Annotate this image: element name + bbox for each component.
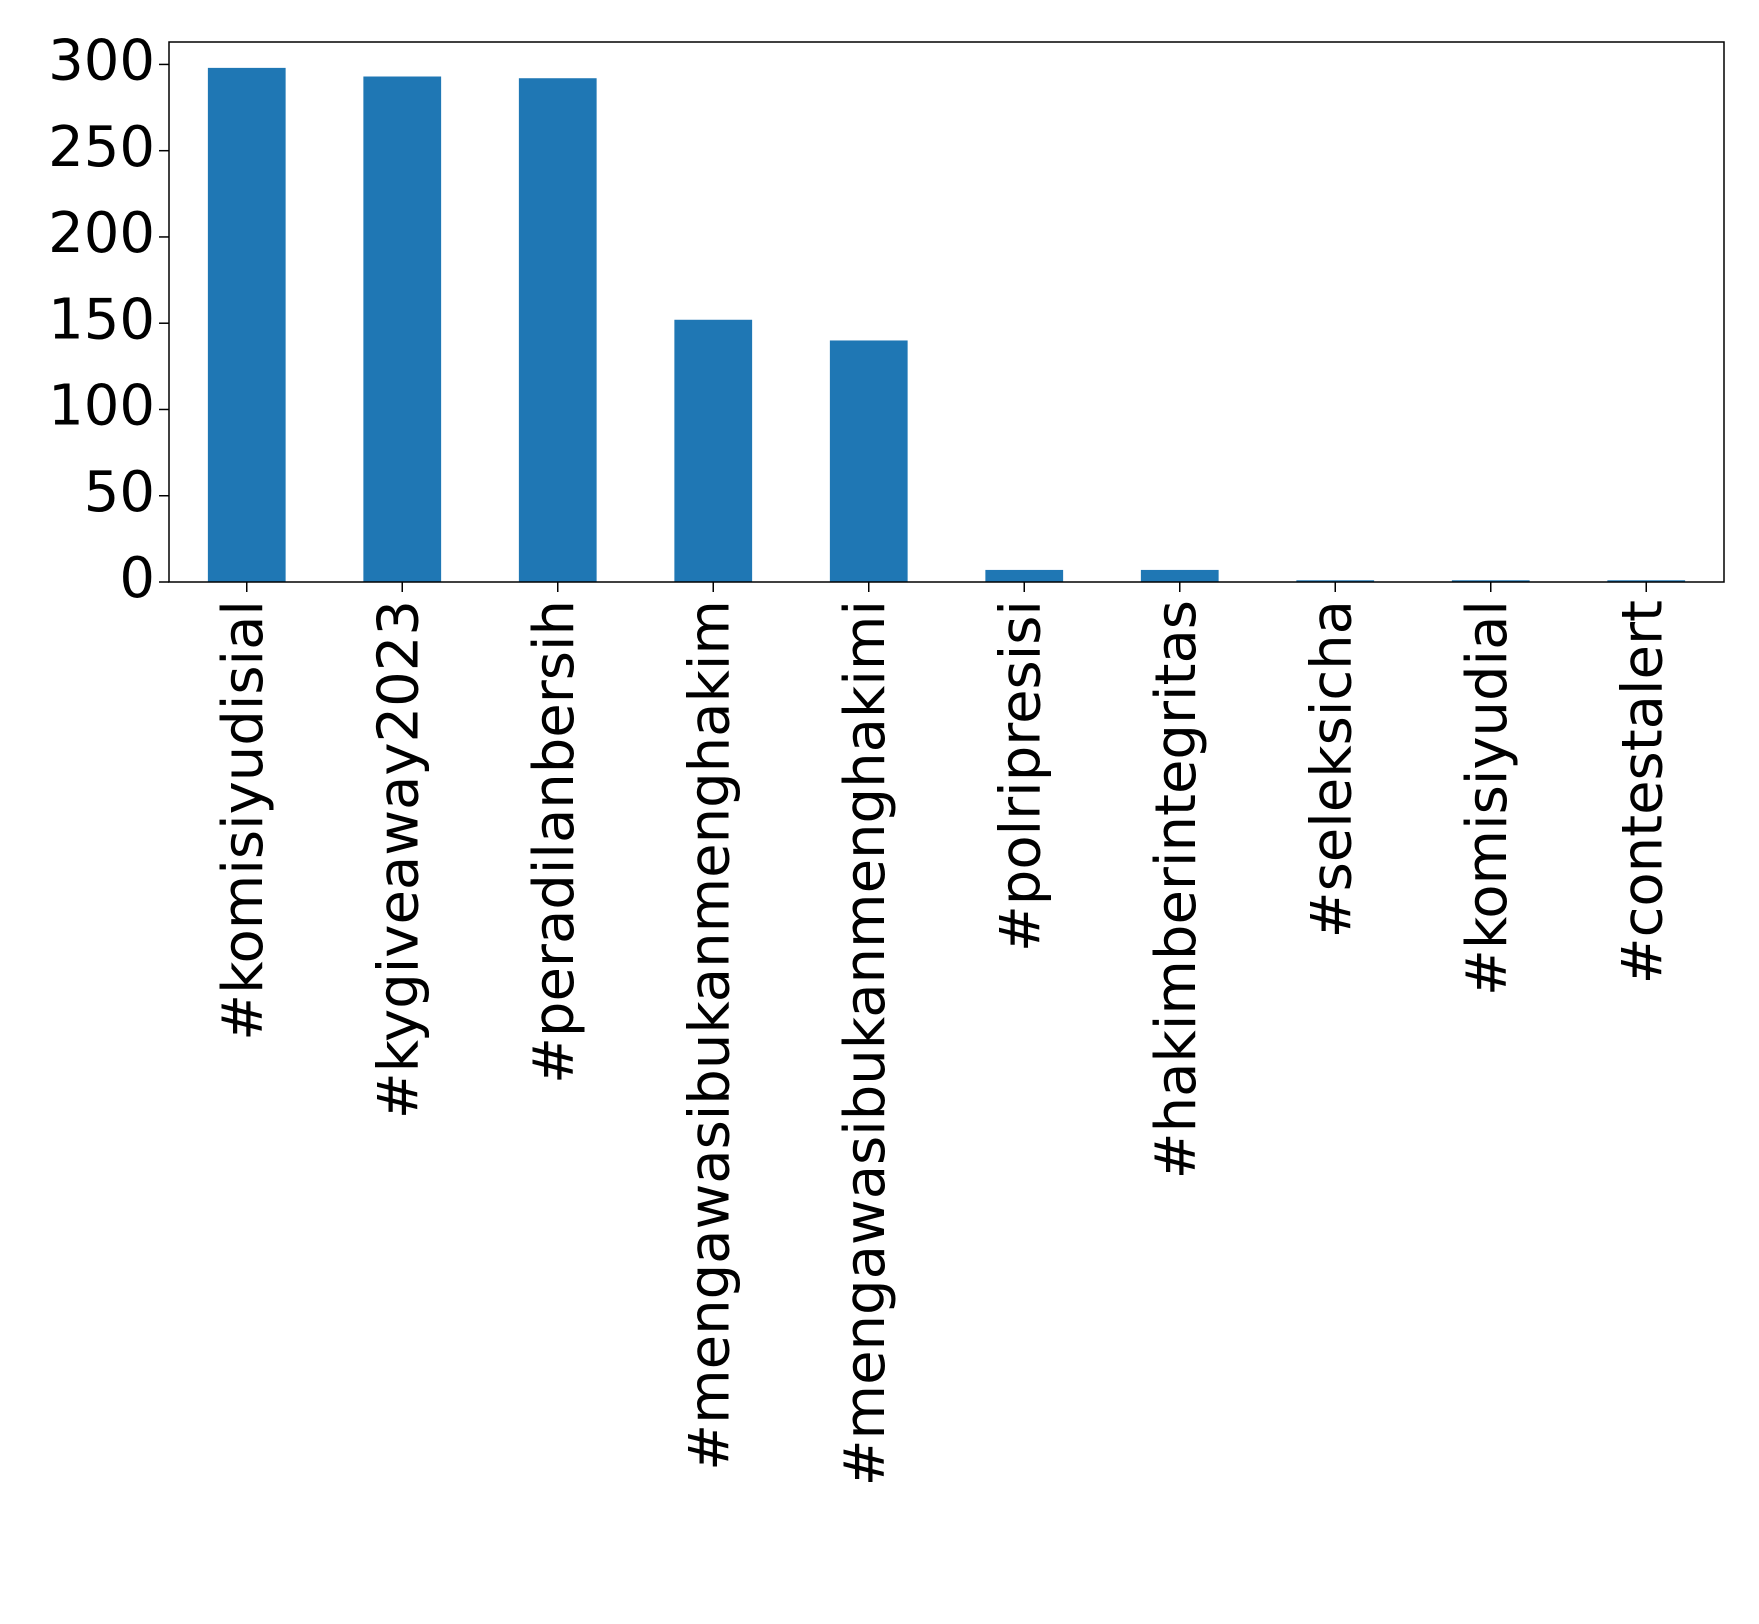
x-tick-label: #seleksicha [1299, 600, 1364, 938]
bar-kygiveaway2023 [363, 76, 442, 582]
y-axis: 0 50 100 150 200 250 300 [48, 29, 169, 611]
bar-peradilanbersih [518, 78, 597, 582]
y-tick-label: 300 [48, 29, 155, 94]
bar-komisiyudial [1451, 580, 1530, 582]
y-tick-label: 200 [48, 201, 155, 266]
x-tick-label: #komisiyudisial [211, 600, 276, 1041]
y-tick-label: 0 [119, 546, 155, 611]
x-axis: #komisiyudisial #kygiveaway2023 #peradilan… [211, 582, 1675, 1486]
bar-contestalert [1607, 580, 1686, 582]
x-tick-label: #kygiveaway2023 [366, 600, 431, 1119]
bar-mengawasibukanmenghakim [674, 319, 753, 582]
y-tick-label: 100 [48, 374, 155, 439]
bar-komisiyudisial [207, 67, 286, 582]
x-tick-label: #contestalert [1610, 600, 1675, 984]
bar-mengawasibukanmenghakimi [829, 340, 908, 582]
x-tick-label: #komisiyudial [1455, 600, 1520, 996]
y-tick-label: 150 [48, 287, 155, 352]
x-tick-label: #hakimberintegritas [1144, 600, 1209, 1179]
x-tick-label: #mengawasibukanmenghakimi [833, 600, 898, 1486]
x-tick-label: #polripresisi [988, 600, 1053, 952]
plot-frame [168, 41, 1725, 583]
bars-layer [207, 67, 1686, 582]
y-tick-label: 50 [84, 460, 155, 525]
bar-hakimberintegritas [1140, 569, 1219, 582]
y-tick-label: 250 [48, 115, 155, 180]
bar-seleksicha [1296, 580, 1375, 582]
x-tick-label: #mengawasibukanmenghakim [677, 600, 742, 1471]
bar-polripresisi [985, 569, 1064, 582]
x-tick-label: #peradilanbersih [522, 600, 587, 1084]
